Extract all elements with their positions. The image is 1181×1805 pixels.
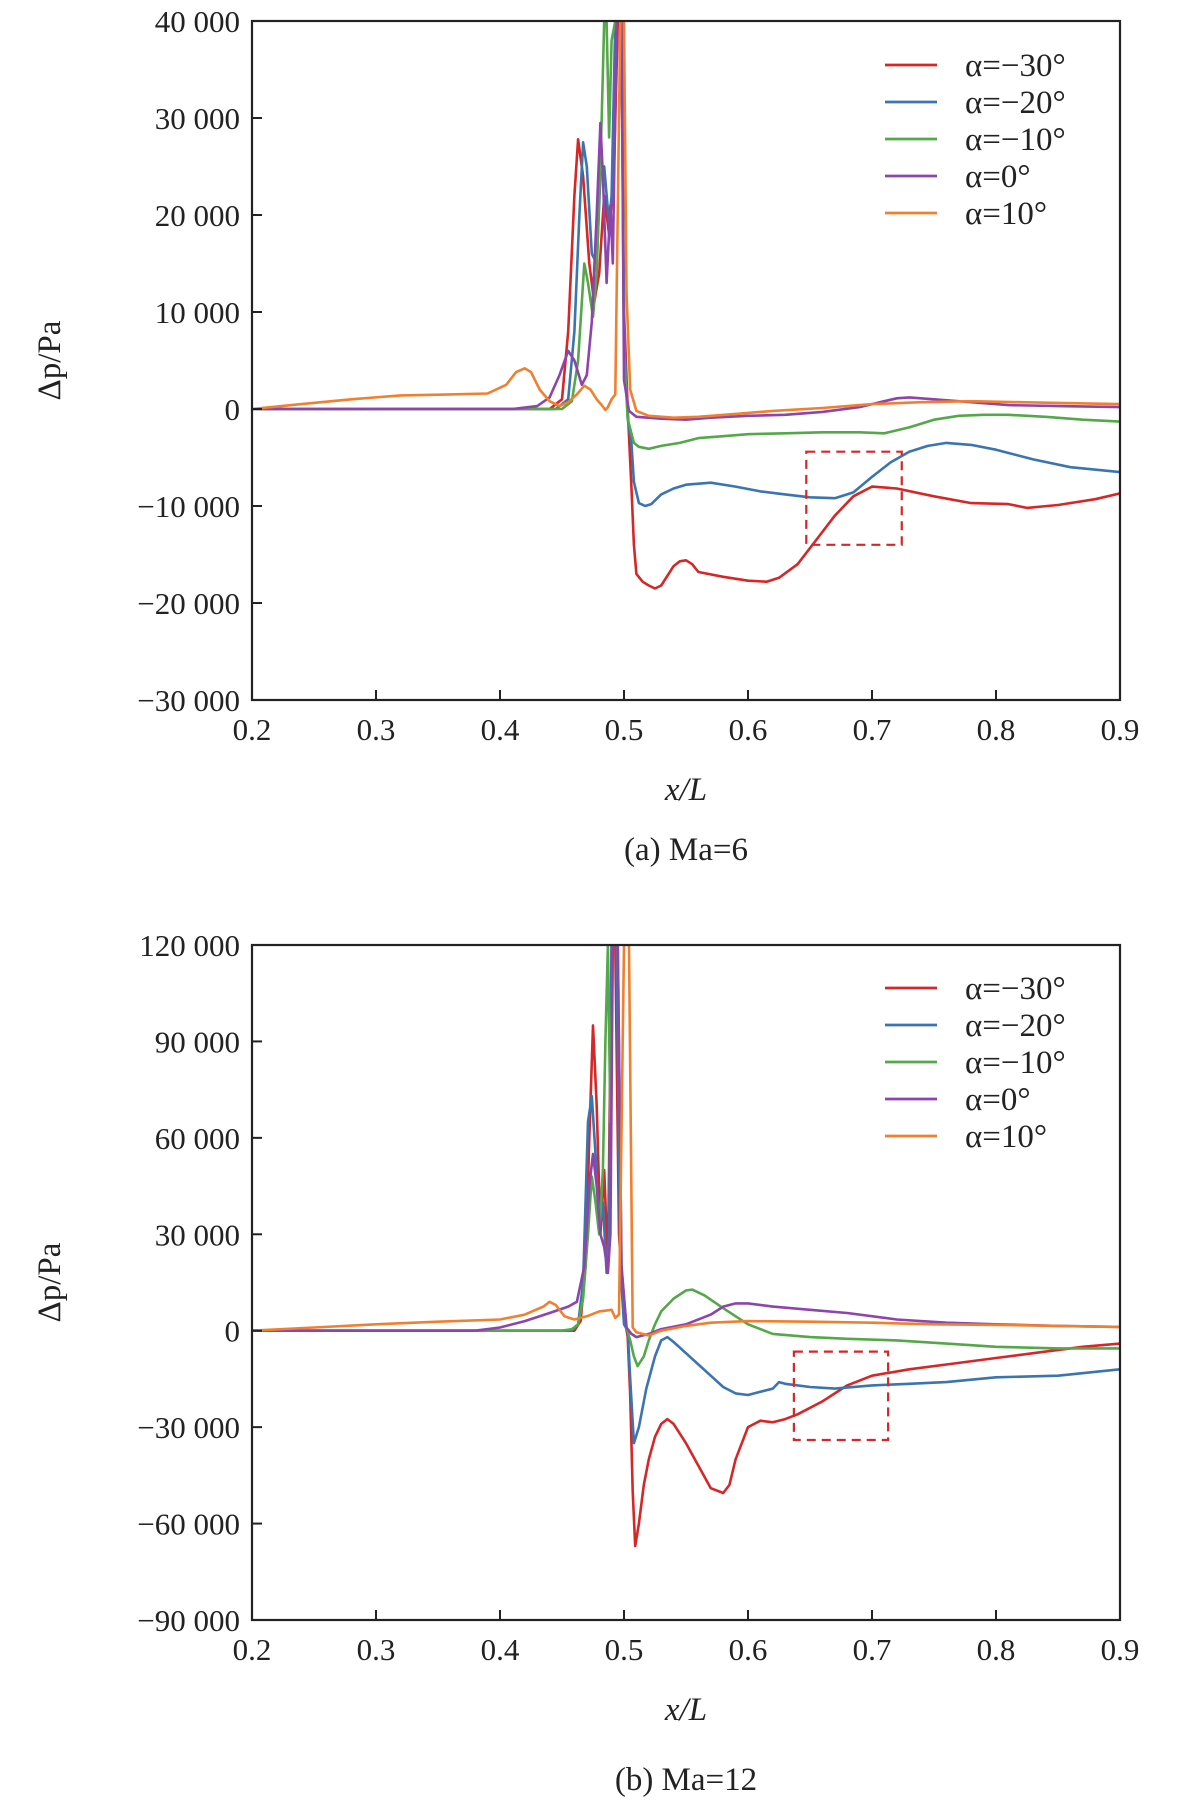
y-axis-label: Δp/Pa <box>32 1242 68 1322</box>
y-tick-label: 0 <box>225 1314 241 1349</box>
y-tick-label: −30 000 <box>137 683 240 718</box>
legend-entry-label: α=0° <box>965 159 1031 195</box>
legend: α=−30°α=−20°α=−10°α=0°α=10° <box>885 48 1066 232</box>
x-tick-label: 0.6 <box>729 1632 768 1667</box>
x-tick-label: 0.2 <box>233 1632 272 1667</box>
legend-entry-label: α=−30° <box>965 48 1066 84</box>
y-tick-label: 90 000 <box>155 1024 240 1059</box>
legend: α=−30°α=−20°α=−10°α=0°α=10° <box>885 971 1066 1155</box>
y-tick-label: 10 000 <box>155 295 240 330</box>
x-tick-label: 0.9 <box>1101 712 1140 747</box>
y-tick-label: −10 000 <box>137 489 240 524</box>
x-tick-label: 0.4 <box>481 1632 520 1667</box>
legend-entry-label: α=10° <box>965 1119 1047 1155</box>
chart-panel-b: 0.2 0.3 0.4 0.5 0.6 0.7 0.8 0.9 −90 000 −60 000 −3… <box>32 928 1139 1798</box>
y-tick-label: 0 <box>225 392 241 427</box>
y-tick-label: 30 000 <box>155 101 240 136</box>
y-tick-label: 40 000 <box>155 4 240 39</box>
x-tick-label: 0.4 <box>481 712 520 747</box>
x-tick-label: 0.6 <box>729 712 768 747</box>
y-tick-label: −90 000 <box>137 1603 240 1638</box>
highlight-dashed-box <box>792 1350 890 1442</box>
series-line-alpha-10 <box>252 945 1120 1337</box>
chart-panel-a: 0.2 0.3 0.4 0.5 0.6 0.7 0.8 0.9 −30 000 −20 000 −1… <box>32 4 1139 868</box>
y-tick-label: 120 000 <box>139 928 240 963</box>
legend-entry-label: α=−10° <box>965 122 1066 158</box>
x-tick-label: 0.5 <box>605 1632 644 1667</box>
highlight-dashed-box <box>805 450 903 546</box>
x-tick-label: 0.2 <box>233 712 272 747</box>
x-tick-label: 0.3 <box>357 1632 396 1667</box>
x-tick-label: 0.3 <box>357 712 396 747</box>
y-tick-label: −60 000 <box>137 1507 240 1542</box>
x-tick-label: 0.7 <box>853 712 892 747</box>
x-axis-label: x/L <box>664 772 707 808</box>
y-axis-label: Δp/Pa <box>32 320 68 400</box>
axes-frame <box>250 943 1122 1622</box>
chart-caption: (b) Ma=12 <box>615 1762 757 1798</box>
series-line-alpha-m20 <box>252 21 1120 508</box>
y-tick-label: 20 000 <box>155 198 240 233</box>
x-tick-label: 0.8 <box>977 1632 1016 1667</box>
y-tick-label: 30 000 <box>155 1217 240 1252</box>
axes-frame <box>250 19 1122 702</box>
y-tick-label: −30 000 <box>137 1410 240 1445</box>
x-tick-label: 0.8 <box>977 712 1016 747</box>
series-line-alpha-0 <box>252 21 1120 421</box>
legend-entry-label: α=−20° <box>965 1008 1066 1044</box>
y-tick-label: 60 000 <box>155 1121 240 1156</box>
legend-entry-label: α=−30° <box>965 971 1066 1007</box>
series-line-alpha-10 <box>252 21 1120 419</box>
x-tick-label: 0.7 <box>853 1632 892 1667</box>
chart-caption: (a) Ma=6 <box>624 832 748 868</box>
y-tick-label: −20 000 <box>137 586 240 621</box>
series-line-alpha-0 <box>252 945 1120 1339</box>
series-group <box>252 21 1120 590</box>
x-tick-label: 0.9 <box>1101 1632 1140 1667</box>
legend-entry-label: α=10° <box>965 196 1047 232</box>
series-line-alpha-m10 <box>252 945 1120 1368</box>
legend-entry-label: α=−20° <box>965 85 1066 121</box>
series-group <box>252 945 1120 1548</box>
legend-entry-label: α=0° <box>965 1082 1031 1118</box>
legend-entry-label: α=−10° <box>965 1045 1066 1081</box>
x-axis-label: x/L <box>664 1692 707 1728</box>
x-tick-label: 0.5 <box>605 712 644 747</box>
